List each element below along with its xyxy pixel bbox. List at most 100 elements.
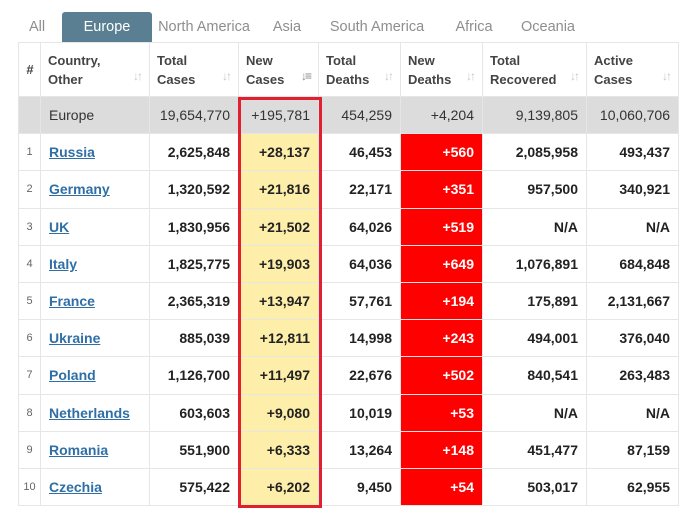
tab-oceania[interactable]: Oceania xyxy=(520,19,575,35)
col-header-label-line1: Total xyxy=(157,52,188,68)
country-cell: Romania xyxy=(40,430,150,469)
table-row: 4 Italy 1,825,775 +19,903 64,036 +649 1,076,89… xyxy=(18,244,679,283)
region-name: Europe xyxy=(40,95,150,135)
col-header-total-recovered[interactable]: Total Recovered ↓↑ xyxy=(482,42,587,97)
total-deaths-cell: 9,450 xyxy=(318,467,401,507)
total-deaths-cell: 57,761 xyxy=(318,281,401,321)
new-cases-cell: +28,137 xyxy=(238,133,319,172)
new-cases-cell: +11,497 xyxy=(238,356,319,395)
total-cases-cell: 575,422 xyxy=(149,467,239,507)
total-deaths-cell: 22,676 xyxy=(318,356,401,395)
total-recovered-cell: 175,891 xyxy=(482,281,587,321)
total-deaths-cell: 454,259 xyxy=(318,95,401,135)
country-cell: UK xyxy=(40,207,150,246)
total-deaths-cell: 64,026 xyxy=(318,207,401,246)
active-cases-cell: N/A xyxy=(586,393,679,432)
total-cases-cell: 19,654,770 xyxy=(149,95,239,135)
col-header-country[interactable]: Country, Other ↓↑ xyxy=(40,42,150,97)
table-row: 6 Ukraine 885,039 +12,811 14,998 +243 494,001 3… xyxy=(18,319,679,358)
active-cases-cell: 62,955 xyxy=(586,467,679,507)
col-header-new-deaths[interactable]: New Deaths ↓↑ xyxy=(400,42,483,97)
total-cases-cell: 2,625,848 xyxy=(149,133,239,172)
total-recovered-cell: 840,541 xyxy=(482,356,587,395)
sort-arrows-icon[interactable]: ↓↑ xyxy=(222,69,232,83)
new-cases-cell: +9,080 xyxy=(238,393,319,432)
col-header-label-line2: Cases xyxy=(246,71,285,87)
country-link[interactable]: France xyxy=(49,293,95,310)
col-header-new-cases[interactable]: New Cases ↓≡ xyxy=(238,42,319,97)
total-cases-cell: 1,825,775 xyxy=(149,244,239,283)
total-recovered-cell: 2,085,958 xyxy=(482,133,587,172)
total-recovered-cell: 494,001 xyxy=(482,319,587,358)
total-cases-cell: 885,039 xyxy=(149,319,239,358)
col-header-total-cases[interactable]: Total Cases ↓↑ xyxy=(149,42,239,97)
total-recovered-cell: 957,500 xyxy=(482,170,587,209)
country-cell: Italy xyxy=(40,244,150,283)
sort-arrows-icon[interactable]: ↓↑ xyxy=(133,69,143,83)
sort-arrows-icon[interactable]: ↓↑ xyxy=(384,69,394,83)
sort-arrows-icon[interactable]: ↓↑ xyxy=(466,69,476,83)
country-link[interactable]: Russia xyxy=(49,144,95,161)
total-cases-cell: 2,365,319 xyxy=(149,281,239,321)
country-cell: France xyxy=(40,281,150,321)
country-link[interactable]: Germany xyxy=(49,181,110,198)
sort-arrows-icon[interactable]: ↓↑ xyxy=(662,69,672,83)
new-cases-cell: +21,816 xyxy=(238,170,319,209)
active-cases-cell: 376,040 xyxy=(586,319,679,358)
country-link[interactable]: Ukraine xyxy=(49,330,101,347)
col-header-index: # xyxy=(18,42,41,97)
new-cases-cell: +195,781 xyxy=(238,95,319,135)
row-index: 2 xyxy=(18,170,41,209)
row-index: 5 xyxy=(18,281,41,321)
country-link[interactable]: Poland xyxy=(49,367,96,384)
col-header-label-line1: New xyxy=(246,52,273,68)
table-row: 2 Germany 1,320,592 +21,816 22,171 +351 957,50… xyxy=(18,170,679,209)
new-deaths-cell: +519 xyxy=(400,207,483,246)
country-link[interactable]: UK xyxy=(49,218,70,235)
region-tabs: All Europe North America Asia South Amer… xyxy=(18,12,678,42)
country-cell: Russia xyxy=(40,133,150,172)
active-cases-cell: 10,060,706 xyxy=(586,95,679,135)
col-header-active-cases[interactable]: Active Cases ↓↑ xyxy=(586,42,679,97)
new-deaths-cell: +194 xyxy=(400,281,483,321)
table-row: 5 France 2,365,319 +13,947 57,761 +194 175,891… xyxy=(18,281,679,321)
new-cases-cell: +6,202 xyxy=(238,467,319,507)
tab-europe[interactable]: Europe xyxy=(62,12,152,42)
table-row: 9 Romania 551,900 +6,333 13,264 +148 451,477 87… xyxy=(18,430,679,469)
covid-table: # Country, Other ↓↑ Total Cases ↓↑ New Cases ↓… xyxy=(18,42,679,507)
tab-all[interactable]: All xyxy=(28,19,46,35)
new-deaths-cell: +502 xyxy=(400,356,483,395)
col-header-label-line2: Recovered xyxy=(490,71,557,87)
tab-asia[interactable]: Asia xyxy=(272,19,302,35)
new-deaths-cell: +148 xyxy=(400,430,483,469)
active-cases-cell: 263,483 xyxy=(586,356,679,395)
total-cases-cell: 551,900 xyxy=(149,430,239,469)
total-deaths-cell: 46,453 xyxy=(318,133,401,172)
col-header-total-deaths[interactable]: Total Deaths ↓↑ xyxy=(318,42,401,97)
tab-africa[interactable]: Africa xyxy=(455,19,493,35)
row-index: 8 xyxy=(18,393,41,432)
col-header-label-line2: Cases xyxy=(157,71,196,87)
country-cell: Germany xyxy=(40,170,150,209)
col-header-label-line1: Total xyxy=(490,52,521,68)
country-link[interactable]: Netherlands xyxy=(49,404,130,421)
tab-north-america[interactable]: North America xyxy=(158,19,250,35)
row-index: 3 xyxy=(18,207,41,246)
sort-arrows-icon[interactable]: ↓↑ xyxy=(570,69,580,83)
new-cases-cell: +19,903 xyxy=(238,244,319,283)
country-link[interactable]: Czechia xyxy=(49,478,102,495)
country-cell: Netherlands xyxy=(40,393,150,432)
new-deaths-cell: +243 xyxy=(400,319,483,358)
total-cases-cell: 1,320,592 xyxy=(149,170,239,209)
country-link[interactable]: Romania xyxy=(49,441,109,458)
new-deaths-cell: +560 xyxy=(400,133,483,172)
tab-south-america[interactable]: South America xyxy=(329,19,425,35)
col-header-label-line2: Deaths xyxy=(326,71,370,87)
country-link[interactable]: Italy xyxy=(49,255,78,272)
total-recovered-cell: 451,477 xyxy=(482,430,587,469)
total-deaths-cell: 22,171 xyxy=(318,170,401,209)
total-recovered-cell: 503,017 xyxy=(482,467,587,507)
sort-desc-icon[interactable]: ↓≡ xyxy=(300,69,312,83)
new-cases-cell: +6,333 xyxy=(238,430,319,469)
col-header-label-line2: Other xyxy=(48,71,83,87)
